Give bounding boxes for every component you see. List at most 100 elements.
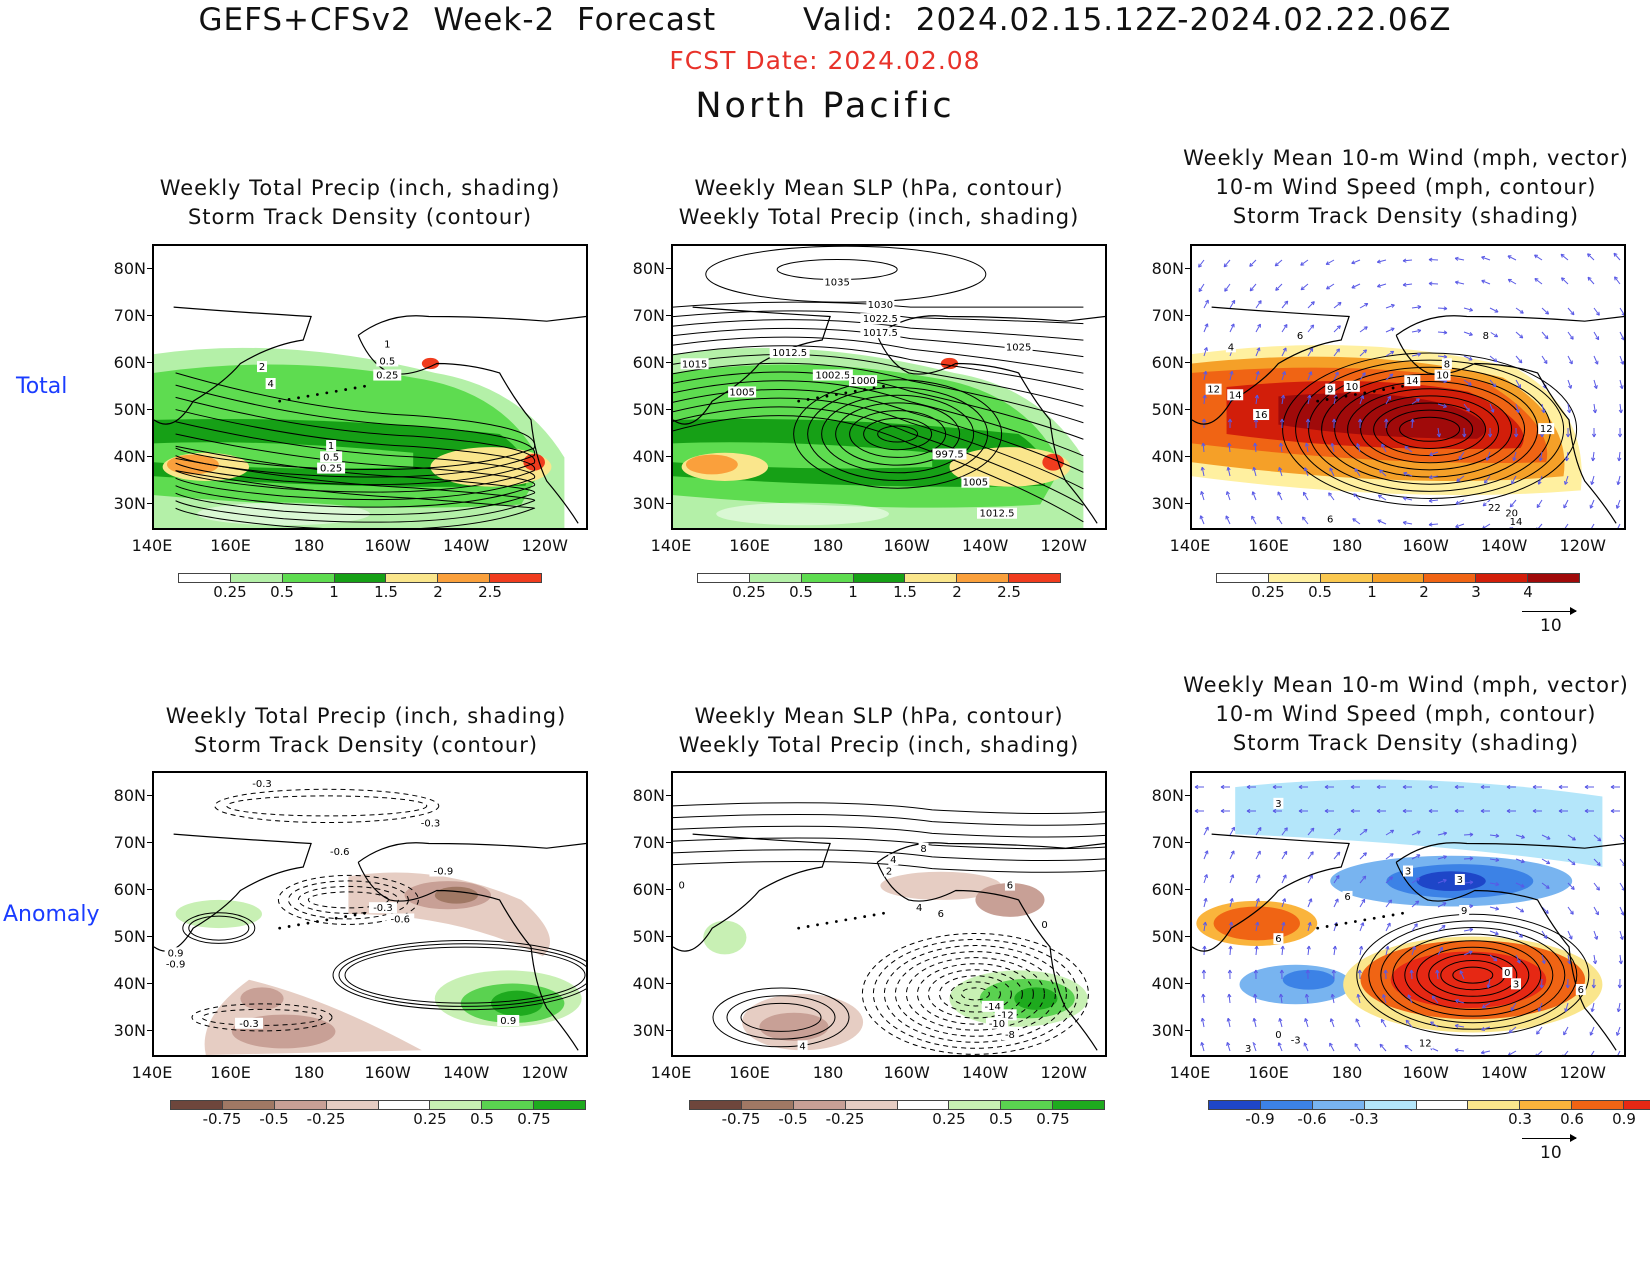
colorbar-tick-label: 0.9	[1612, 1110, 1636, 1128]
colorbar-tick-label: -0.5	[778, 1110, 808, 1128]
contour-label: -3	[1291, 1036, 1301, 1047]
contour-label: 4	[267, 379, 273, 390]
lon-tick-label: 160W	[883, 1063, 930, 1082]
lat-tick	[147, 794, 152, 796]
panel-title-line: Weekly Mean 10-m Wind (mph, vector)	[1183, 146, 1629, 170]
contour-label: 12	[1207, 385, 1220, 396]
lon-tick-label: 120W	[1559, 536, 1606, 555]
colorbar-segment	[385, 573, 438, 583]
lat-tick	[666, 1029, 671, 1031]
contour-label: 0.5	[323, 452, 339, 463]
lat-tick	[147, 1029, 152, 1031]
lon-tick-label: 160W	[883, 536, 930, 555]
lat-tick	[1185, 935, 1190, 937]
lon-tick-label: 140W	[442, 1063, 490, 1082]
lat-tick-label: 70N	[632, 832, 665, 852]
figure-title: GEFS+CFSv2 Week-2 Forecast Valid: 2024.0…	[198, 2, 1452, 38]
colorbar-tick-label: -0.25	[306, 1110, 346, 1128]
contour-label: 0.25	[320, 464, 342, 475]
colorbar	[689, 1100, 1105, 1110]
colorbar-segment	[533, 1100, 586, 1110]
lat-tick-label: 60N	[632, 879, 665, 899]
precip-max	[1042, 453, 1064, 471]
lat-tick	[1185, 841, 1190, 843]
slp-isobars	[673, 301, 1084, 523]
lon-tick-label: 160E	[1248, 1063, 1289, 1082]
wet-anom	[175, 899, 262, 929]
dry-patch	[716, 502, 889, 526]
lon-tick-label: 140E	[650, 536, 692, 555]
colorbar-tick-label: 0.5	[789, 583, 813, 601]
contour-label: -12	[997, 1010, 1013, 1021]
lon-tick-label: 160W	[1402, 536, 1449, 555]
dry-patch	[197, 502, 370, 526]
colorbar-segment	[1000, 1100, 1053, 1110]
panel-title-line: Weekly Mean SLP (hPa, contour)	[694, 704, 1064, 728]
dry-anom	[975, 882, 1045, 917]
coastline	[154, 833, 586, 1051]
lat-tick-label: 80N	[1151, 258, 1184, 278]
lon-tick-label: 180	[812, 1063, 844, 1082]
contour-label: -10	[989, 1019, 1005, 1030]
lat-tick-label: 80N	[632, 258, 665, 278]
colorbar-segment	[1415, 1100, 1468, 1110]
colorbar-segment	[1527, 573, 1581, 583]
contour-label: -0.6	[330, 847, 350, 858]
colorbar-tick-label: 0.25	[932, 1110, 966, 1128]
panel-title-line: Storm Track Density (shading)	[1232, 204, 1580, 228]
colorbar-segment	[489, 573, 543, 583]
lon-tick-label: 120W	[1559, 1063, 1606, 1082]
contour-label: -0.3	[239, 1019, 259, 1030]
contour-label: 0.25	[376, 371, 398, 382]
storm-anom-negative	[277, 874, 419, 925]
panel-title-line: Weekly Total Precip (inch, shading)	[678, 205, 1080, 229]
colorbar-tick-label: 0.5	[270, 583, 294, 601]
lat-tick-label: 50N	[113, 399, 146, 419]
colorbar-tick-label: -0.75	[202, 1110, 242, 1128]
contour-label: -0.9	[434, 867, 454, 878]
colorbar-tick-label: 0.5	[1308, 583, 1332, 601]
contour-label: 997.5	[935, 450, 964, 461]
colorbar-segment	[1623, 1100, 1650, 1110]
lat-tick	[1185, 794, 1190, 796]
colorbar-segment	[377, 1100, 430, 1110]
lat-tick	[147, 455, 152, 457]
lat-tick	[147, 841, 152, 843]
contour-label: 4	[916, 903, 922, 914]
colorbar-segment	[1571, 1100, 1624, 1110]
contour-label: 4	[1228, 342, 1234, 353]
colorbar-tick-label: 0.25	[213, 583, 247, 601]
lon-tick-label: 120W	[521, 1063, 568, 1082]
storm-anom-negative	[191, 1003, 333, 1032]
colorbar-segment	[1467, 1100, 1520, 1110]
coastline	[1192, 306, 1624, 524]
lat-tick-label: 40N	[1151, 973, 1184, 993]
colorbar-segment	[221, 1100, 274, 1110]
lat-tick-label: 80N	[113, 258, 146, 278]
contour-label: 8	[1483, 331, 1489, 342]
contour-label: 0.9	[500, 1016, 516, 1027]
lat-tick	[666, 408, 671, 410]
colorbar-segment	[1267, 573, 1320, 583]
lon-tick-label: 140E	[131, 1063, 173, 1082]
lat-tick-label: 30N	[632, 493, 665, 513]
colorbar	[1208, 1100, 1650, 1110]
panel-title-line: Weekly Total Precip (inch, shading)	[678, 733, 1080, 757]
contour-label: 1022.5	[863, 314, 898, 325]
lat-tick-label: 50N	[1151, 399, 1184, 419]
contour-label: 6	[1297, 331, 1303, 342]
forecast-date: FCST Date: 2024.02.08	[669, 46, 981, 75]
contour-label: 1005	[729, 387, 754, 398]
colorbar-segment	[429, 1100, 482, 1110]
lat-tick-label: 60N	[1151, 879, 1184, 899]
colorbar-tick-label: 2	[1419, 583, 1429, 601]
panel-title-line: Storm Track Density (contour)	[193, 733, 539, 757]
lon-tick-label: 180	[1331, 536, 1363, 555]
lat-tick	[666, 935, 671, 937]
contour-label: 1002.5	[815, 371, 850, 382]
colorbar-segment	[1259, 1100, 1312, 1110]
arrowhead-icon	[1570, 607, 1577, 615]
lat-tick-label: 70N	[1151, 305, 1184, 325]
lat-tick-label: 30N	[1151, 1020, 1184, 1040]
lat-tick-label: 50N	[113, 926, 146, 946]
